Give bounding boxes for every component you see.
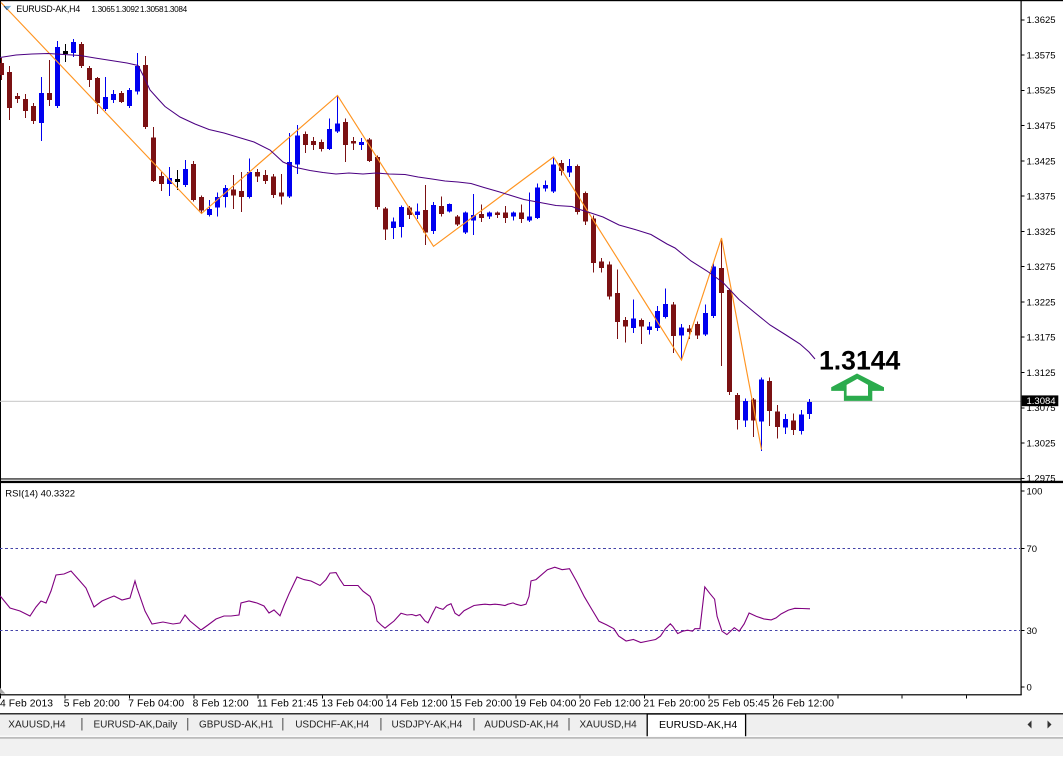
svg-text:5 Feb 20:00: 5 Feb 20:00 bbox=[64, 699, 120, 710]
svg-text:1.3058: 1.3058 bbox=[140, 5, 164, 14]
svg-text:1.3225: 1.3225 bbox=[1027, 297, 1056, 308]
svg-text:XAUUSD,H4: XAUUSD,H4 bbox=[580, 720, 638, 731]
svg-text:1.3575: 1.3575 bbox=[1027, 50, 1056, 61]
svg-text:1.3275: 1.3275 bbox=[1027, 262, 1056, 273]
svg-text:15 Feb 20:00: 15 Feb 20:00 bbox=[450, 699, 512, 710]
svg-text:7 Feb 04:00: 7 Feb 04:00 bbox=[128, 699, 184, 710]
svg-text:1.3065: 1.3065 bbox=[91, 5, 115, 14]
svg-text:1.3025: 1.3025 bbox=[1027, 438, 1056, 449]
svg-text:100: 100 bbox=[1027, 486, 1043, 497]
svg-text:25 Feb 05:45: 25 Feb 05:45 bbox=[708, 699, 770, 710]
svg-text:1.3125: 1.3125 bbox=[1027, 368, 1056, 379]
svg-text:20 Feb 12:00: 20 Feb 12:00 bbox=[579, 699, 641, 710]
svg-text:USDJPY-AK,H4: USDJPY-AK,H4 bbox=[392, 720, 463, 731]
svg-text:XAUUSD,H4: XAUUSD,H4 bbox=[8, 720, 66, 731]
svg-text:1.3084: 1.3084 bbox=[164, 5, 188, 14]
svg-text:RSI(14) 40.3322: RSI(14) 40.3322 bbox=[5, 488, 75, 499]
svg-text:0: 0 bbox=[1027, 682, 1032, 693]
svg-text:1.3625: 1.3625 bbox=[1027, 15, 1056, 26]
svg-text:1.3144: 1.3144 bbox=[819, 345, 901, 375]
svg-text:30: 30 bbox=[1027, 626, 1038, 637]
svg-text:1.3084: 1.3084 bbox=[1027, 396, 1056, 407]
svg-text:8 Feb 12:00: 8 Feb 12:00 bbox=[193, 699, 249, 710]
svg-text:13 Feb 04:00: 13 Feb 04:00 bbox=[321, 699, 383, 710]
svg-text:19 Feb 04:00: 19 Feb 04:00 bbox=[515, 699, 577, 710]
svg-text:GBPUSD-AK,H1: GBPUSD-AK,H1 bbox=[199, 720, 274, 731]
svg-text:EURUSD-AK,H4: EURUSD-AK,H4 bbox=[16, 4, 80, 14]
svg-text:EURUSD-AK,H4: EURUSD-AK,H4 bbox=[659, 719, 737, 731]
svg-text:4 Feb 2013: 4 Feb 2013 bbox=[0, 699, 53, 710]
svg-text:11 Feb 21:45: 11 Feb 21:45 bbox=[257, 699, 318, 710]
svg-text:1.2975: 1.2975 bbox=[1027, 474, 1056, 485]
svg-text:1.3375: 1.3375 bbox=[1027, 192, 1056, 203]
svg-text:1.3475: 1.3475 bbox=[1027, 121, 1056, 132]
svg-text:70: 70 bbox=[1027, 544, 1038, 555]
svg-text:14 Feb 12:00: 14 Feb 12:00 bbox=[386, 699, 448, 710]
svg-text:1.3075: 1.3075 bbox=[1027, 403, 1056, 414]
svg-text:EURUSD-AK,Daily: EURUSD-AK,Daily bbox=[94, 720, 178, 731]
svg-text:1.3425: 1.3425 bbox=[1027, 156, 1056, 167]
svg-text:USDCHF-AK,H4: USDCHF-AK,H4 bbox=[295, 720, 369, 731]
svg-text:1.3325: 1.3325 bbox=[1027, 227, 1056, 238]
svg-text:AUDUSD-AK,H4: AUDUSD-AK,H4 bbox=[484, 720, 559, 731]
svg-text:1.3525: 1.3525 bbox=[1027, 86, 1056, 97]
svg-text:1.3092: 1.3092 bbox=[116, 5, 140, 14]
svg-text:21 Feb 20:00: 21 Feb 20:00 bbox=[643, 699, 705, 710]
svg-text:1.3175: 1.3175 bbox=[1027, 333, 1056, 344]
svg-text:26 Feb 12:00: 26 Feb 12:00 bbox=[772, 699, 834, 710]
